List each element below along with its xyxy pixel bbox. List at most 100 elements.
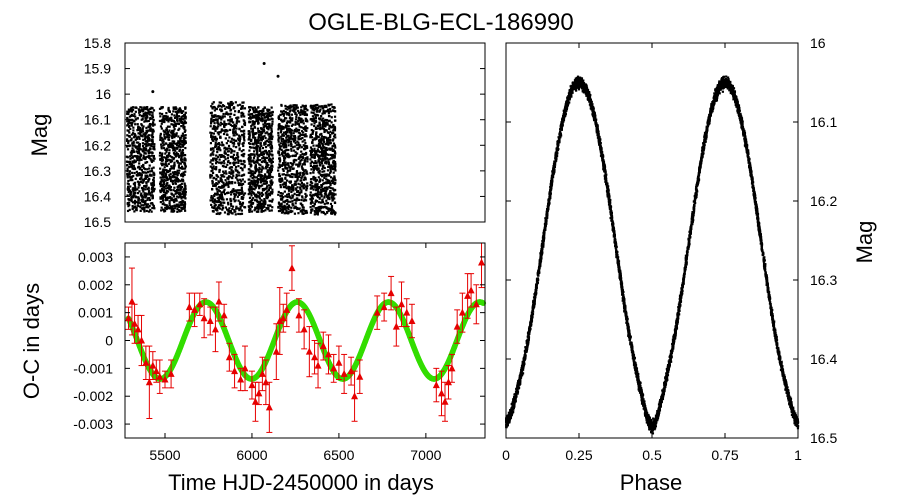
o-c-point xyxy=(432,381,440,389)
o-c-point xyxy=(441,397,449,405)
o-c-point xyxy=(380,303,388,311)
phased-x-tick-label: 0.5 xyxy=(642,447,662,463)
o-c-point xyxy=(467,286,475,294)
light-curve-frame xyxy=(124,42,486,223)
o-c-point xyxy=(403,308,411,316)
o-c-y-tick-label: 0.001 xyxy=(78,305,113,321)
light-curve-outlier xyxy=(276,74,280,78)
o-c-point xyxy=(134,325,142,333)
o-c-point xyxy=(351,392,359,400)
o-c-point xyxy=(347,367,355,375)
phased-panel: 16 16.1 16.2 16.3 16.4 16.5 0 0.25 0.5 0.75 1 Mag… xyxy=(502,35,877,495)
o-c-point xyxy=(149,361,157,369)
o-c-x-tick-label: 7000 xyxy=(410,447,441,463)
o-c-point xyxy=(356,372,364,380)
o-c-point xyxy=(472,300,480,308)
light-curve-outlier xyxy=(262,61,266,65)
o-c-point xyxy=(300,325,308,333)
light-curve-y-tick-label: 15.8 xyxy=(84,35,111,51)
o-c-point xyxy=(220,311,228,319)
o-c-y-tick-label: 0 xyxy=(105,333,113,349)
o-c-fit-curve xyxy=(125,299,487,382)
o-c-point xyxy=(191,305,199,313)
o-c-point xyxy=(262,378,270,386)
light-curve-y-tick-label: 16.5 xyxy=(84,214,111,230)
phased-y-tick-label: 16.4 xyxy=(810,351,837,367)
o-c-point xyxy=(478,258,486,266)
o-c-point xyxy=(215,297,223,305)
light-curve-y-tick-label: 16.2 xyxy=(84,137,111,153)
o-c-y-ticks: 0.003 0.002 0.001 0 -0.001 -0.002 -0.003 xyxy=(73,249,485,432)
o-c-point xyxy=(124,314,132,322)
o-c-point xyxy=(324,350,332,358)
o-c-point xyxy=(167,369,175,377)
o-c-point xyxy=(448,364,456,372)
o-c-point xyxy=(335,358,343,366)
o-c-point xyxy=(152,367,160,375)
phased-frame xyxy=(505,42,799,439)
phased-x-tick-label: 0 xyxy=(502,447,510,463)
o-c-point xyxy=(211,325,219,333)
o-c-point xyxy=(444,378,452,386)
phased-y-tick-label: 16 xyxy=(810,35,826,51)
o-c-point xyxy=(131,319,139,327)
o-c-x-ticks: 5500 6000 6500 7000 xyxy=(149,243,442,463)
o-c-x-tick-label: 6500 xyxy=(323,447,354,463)
o-c-points xyxy=(124,242,486,433)
o-c-xlabel: Time HJD-2450000 in days xyxy=(168,470,434,495)
o-c-point xyxy=(128,297,136,305)
o-c-y-tick-label: 0.003 xyxy=(78,249,113,265)
o-c-point xyxy=(265,403,273,411)
light-curve-panel: 15.8 15.9 16 16.1 16.2 16.3 16.4 16.5 Mag xyxy=(27,35,486,230)
phased-y-ticks: 16 16.1 16.2 16.3 16.4 16.5 xyxy=(506,35,837,446)
o-c-point xyxy=(319,342,327,350)
o-c-y-tick-label: -0.003 xyxy=(73,416,113,432)
o-c-point xyxy=(464,291,472,299)
phased-y-tick-label: 16.2 xyxy=(810,193,837,209)
o-c-point xyxy=(295,311,303,319)
o-c-point xyxy=(398,300,406,308)
phased-y-tick-label: 16.3 xyxy=(810,272,837,288)
phased-points xyxy=(505,75,800,435)
light-curve-y-tick-label: 16.4 xyxy=(84,188,111,204)
o-c-point xyxy=(206,317,214,324)
o-c-point xyxy=(373,308,381,316)
o-c-point xyxy=(161,375,169,383)
phased-x-tick-label: 0.25 xyxy=(565,447,592,463)
phased-xlabel: Phase xyxy=(620,470,682,495)
o-c-point xyxy=(145,378,153,386)
o-c-point xyxy=(142,358,150,366)
o-c-point xyxy=(276,317,284,324)
phased-ylabel: Mag xyxy=(852,221,877,264)
o-c-point xyxy=(392,322,400,330)
o-c-point xyxy=(340,369,348,377)
o-c-point xyxy=(387,289,395,297)
o-c-point xyxy=(408,317,416,324)
light-curve-y-tick-label: 16.1 xyxy=(84,112,111,128)
o-c-point xyxy=(248,381,256,389)
o-c-point xyxy=(330,364,338,372)
light-curve-outlier xyxy=(151,90,155,94)
o-c-x-tick-label: 6000 xyxy=(236,447,267,463)
o-c-point xyxy=(231,367,239,375)
o-c-point xyxy=(305,347,313,355)
light-curve-y-tick-label: 16.3 xyxy=(84,163,111,179)
light-curve-ylabel: Mag xyxy=(27,114,52,157)
o-c-point xyxy=(196,300,204,308)
o-c-point xyxy=(458,308,466,316)
o-c-point xyxy=(200,314,208,322)
o-c-y-tick-label: -0.001 xyxy=(73,360,113,376)
o-c-panel: 0.003 0.002 0.001 0 -0.001 -0.002 -0.003 5500 6… xyxy=(19,242,487,495)
o-c-ylabel: O-C in days xyxy=(19,283,44,399)
o-c-x-tick-label: 5500 xyxy=(149,447,180,463)
phased-y-tick-label: 16.1 xyxy=(810,114,837,130)
phased-y-tick-label: 16.5 xyxy=(810,430,837,446)
o-c-point xyxy=(251,397,259,405)
light-curve-points xyxy=(125,61,337,216)
o-c-point xyxy=(241,364,249,372)
o-c-point xyxy=(258,369,266,377)
chart-title: OGLE-BLG-ECL-186990 xyxy=(308,9,573,36)
o-c-point xyxy=(138,336,146,344)
o-c-point xyxy=(279,314,287,322)
light-curve-y-ticks: 15.8 15.9 16 16.1 16.2 16.3 16.4 16.5 xyxy=(84,35,485,230)
